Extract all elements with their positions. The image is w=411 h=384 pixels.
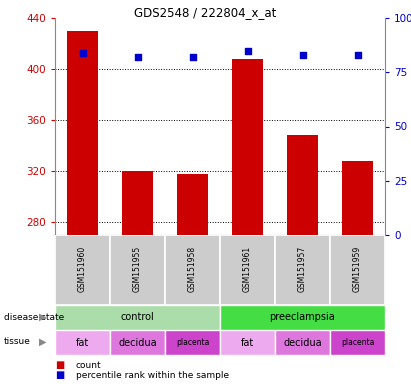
Text: placenta: placenta — [341, 338, 374, 347]
Bar — [110, 235, 165, 305]
Text: fat: fat — [241, 338, 254, 348]
Point — [189, 54, 196, 60]
Bar — [55, 330, 110, 355]
Text: ▶: ▶ — [39, 312, 47, 322]
Text: decidua: decidua — [118, 338, 157, 348]
Bar — [165, 235, 220, 305]
Bar — [330, 235, 385, 305]
Text: GSM151958: GSM151958 — [188, 245, 197, 292]
Bar — [55, 305, 220, 330]
Text: ■: ■ — [55, 360, 64, 370]
Bar — [220, 305, 385, 330]
Bar — [55, 235, 110, 305]
Text: percentile rank within the sample: percentile rank within the sample — [76, 371, 229, 379]
Bar — [342, 161, 373, 235]
Text: ▶: ▶ — [39, 337, 47, 347]
Text: GSM151955: GSM151955 — [133, 245, 142, 292]
Text: ■: ■ — [55, 370, 64, 380]
Bar — [122, 171, 152, 235]
Bar — [165, 330, 220, 355]
Bar — [220, 235, 275, 305]
Text: control: control — [120, 313, 155, 323]
Text: decidua: decidua — [283, 338, 322, 348]
Text: fat: fat — [76, 338, 89, 348]
Point — [134, 54, 141, 60]
Text: disease state: disease state — [4, 313, 65, 321]
Text: count: count — [76, 361, 101, 369]
Bar — [275, 330, 330, 355]
Bar — [330, 330, 385, 355]
Point — [299, 52, 306, 58]
Text: GDS2548 / 222804_x_at: GDS2548 / 222804_x_at — [134, 6, 277, 19]
Bar — [232, 59, 263, 235]
Bar — [220, 330, 275, 355]
Text: GSM151957: GSM151957 — [298, 245, 307, 292]
Bar — [287, 136, 318, 235]
Text: placenta: placenta — [176, 338, 209, 347]
Text: GSM151960: GSM151960 — [78, 245, 87, 292]
Point — [354, 52, 361, 58]
Bar — [67, 31, 98, 235]
Text: GSM151959: GSM151959 — [353, 245, 362, 292]
Text: preeclampsia: preeclampsia — [270, 313, 335, 323]
Text: tissue: tissue — [4, 338, 31, 346]
Bar — [178, 174, 208, 235]
Bar — [110, 330, 165, 355]
Bar — [275, 235, 330, 305]
Point — [79, 50, 86, 56]
Point — [244, 48, 251, 54]
Text: GSM151961: GSM151961 — [243, 245, 252, 292]
